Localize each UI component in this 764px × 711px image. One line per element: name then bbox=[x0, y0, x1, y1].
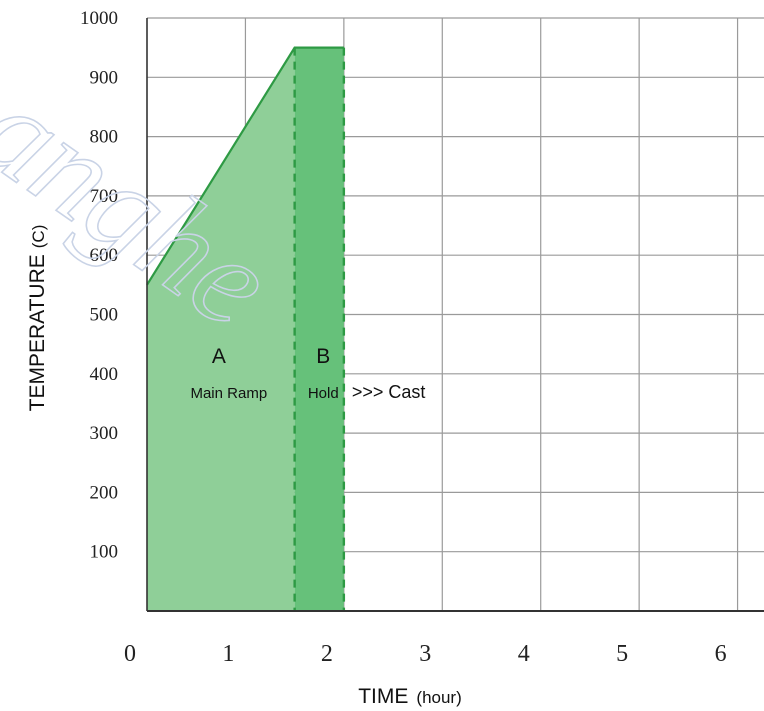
x-tick-label: 2 bbox=[321, 641, 333, 667]
x-axis-label: TIME bbox=[358, 685, 408, 708]
region-letter: A bbox=[212, 345, 226, 368]
region-b-fill bbox=[294, 47, 344, 611]
x-tick-label: 0 bbox=[124, 641, 136, 667]
y-tick-label: 300 bbox=[90, 423, 119, 444]
region-label: Hold bbox=[308, 385, 339, 402]
y-tick-labels: 100 200 300 400 500 600 700 800 900 1000 bbox=[80, 8, 118, 563]
y-tick-label: 800 bbox=[90, 127, 119, 148]
x-tick-label: 4 bbox=[518, 641, 530, 667]
axes bbox=[146, 18, 764, 612]
chart-regions bbox=[146, 46, 346, 611]
x-tick-label: 1 bbox=[222, 641, 234, 667]
region-letter: B bbox=[316, 345, 330, 368]
y-tick-label: 200 bbox=[90, 482, 119, 503]
y-axis-title: TEMPERATURE (C) bbox=[26, 225, 49, 412]
y-tick-label: 600 bbox=[90, 245, 119, 266]
x-axis-unit: (hour) bbox=[416, 688, 461, 707]
y-tick-label: 100 bbox=[90, 542, 119, 563]
y-tick-label: 500 bbox=[90, 305, 119, 326]
x-tick-label: 5 bbox=[616, 641, 628, 667]
region-a-fill bbox=[147, 47, 295, 611]
x-tick-label: 6 bbox=[715, 641, 727, 667]
y-axis-unit: (C) bbox=[29, 225, 48, 249]
y-tick-label: 900 bbox=[90, 67, 119, 88]
y-tick-label: 400 bbox=[90, 364, 119, 385]
x-tick-label: 3 bbox=[419, 641, 431, 667]
cast-annotation: >>> Cast bbox=[352, 382, 426, 402]
x-tick-labels: 01234567 bbox=[124, 641, 727, 667]
y-axis-label: TEMPERATURE bbox=[26, 254, 49, 411]
y-tick-label: 700 bbox=[90, 186, 119, 207]
region-labels: A Main Ramp B Hold >>> Cast bbox=[190, 345, 425, 402]
x-axis-title: TIME (hour) bbox=[358, 685, 462, 708]
y-tick-label: 1000 bbox=[80, 8, 118, 29]
region-label: Main Ramp bbox=[190, 385, 267, 402]
